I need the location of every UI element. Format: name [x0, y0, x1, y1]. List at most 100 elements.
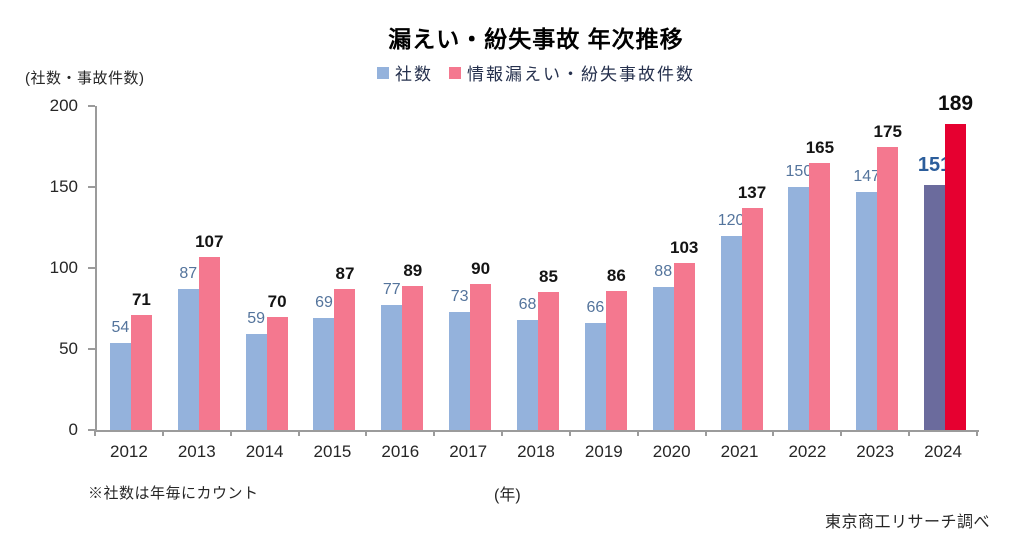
- value-label-2022-incidents: 165: [805, 137, 835, 157]
- bar-2020-companies: [652, 287, 674, 430]
- value-label-2018-companies: 68: [518, 295, 537, 313]
- bar-2019-companies: [584, 323, 606, 430]
- y-tick-mark: [88, 348, 95, 350]
- value-label-2021-companies: 120: [717, 211, 745, 229]
- bar-group-2013: 87 107: [165, 106, 233, 430]
- value-label-2019-incidents: 86: [606, 265, 626, 285]
- bar-2015-incidents: [334, 289, 356, 430]
- value-label-2024-incidents: 189: [938, 91, 974, 115]
- bar-group-2015: 69 87: [301, 106, 369, 430]
- plot-area: 54 71 87 107 59 70 69 87 77 89 73 90 68 85 66 86 88 103 12…: [95, 93, 979, 432]
- x-tick-label-2015: 2015: [313, 442, 352, 461]
- legend-label-companies: 社数: [395, 65, 433, 84]
- x-tick-mark: [94, 430, 96, 436]
- bar-2019-incidents: [605, 290, 627, 430]
- bar-2017-incidents: [470, 284, 492, 430]
- value-label-2018-incidents: 85: [539, 267, 558, 287]
- value-label-2015-companies: 69: [315, 294, 333, 312]
- bar-2013-incidents: [198, 256, 220, 430]
- bar-group-2016: 77 89: [368, 106, 436, 430]
- value-label-2014-incidents: 70: [267, 291, 287, 311]
- y-axis-unit-label: (社数・事故件数): [25, 70, 145, 87]
- bar-2014-companies: [245, 334, 267, 430]
- x-tick-label-2022: 2022: [788, 442, 827, 461]
- y-tick-label-150: 150: [49, 177, 78, 196]
- x-tick-label-2021: 2021: [720, 442, 759, 461]
- bar-2015-companies: [313, 318, 335, 430]
- x-tick-mark: [704, 430, 707, 436]
- value-label-2020-companies: 88: [654, 263, 673, 281]
- value-label-2015-incidents: 87: [335, 264, 355, 284]
- y-tick-mark: [88, 429, 95, 431]
- x-tick-label-2018: 2018: [517, 442, 555, 461]
- bar-group-2021: 120 137: [708, 106, 776, 430]
- value-label-2012-incidents: 71: [131, 289, 151, 309]
- x-tick-mark: [840, 430, 843, 436]
- x-tick-mark: [976, 430, 978, 436]
- y-tick-mark: [88, 105, 95, 107]
- legend-item-companies: 社数: [377, 60, 433, 85]
- x-tick-mark: [433, 430, 436, 436]
- y-tick-label-0: 0: [68, 420, 78, 439]
- x-tick-label-2013: 2013: [177, 442, 216, 461]
- bar-group-2023: 147 175: [843, 106, 911, 430]
- x-tick-label-2020: 2020: [652, 442, 691, 461]
- bar-group-2019: 66 86: [572, 106, 640, 430]
- bar-group-2020: 88 103: [640, 106, 708, 430]
- legend-label-incidents: 情報漏えい・紛失事故件数: [467, 65, 695, 84]
- legend: 社数 情報漏えい・紛失事故件数: [95, 60, 977, 85]
- x-tick-mark: [501, 430, 504, 436]
- y-tick-mark: [88, 186, 95, 188]
- x-tick-label-2012: 2012: [110, 442, 148, 461]
- chart-title: 漏えい・紛失事故 年次推移: [388, 26, 684, 52]
- x-tick-mark: [297, 430, 300, 436]
- bar-2023-incidents: [877, 146, 899, 430]
- x-tick-mark: [908, 430, 911, 436]
- x-tick-label-2016: 2016: [381, 442, 420, 461]
- bar-2022-incidents: [809, 162, 831, 430]
- value-label-2023-incidents: 175: [873, 121, 902, 141]
- bar-group-2018: 68 85: [504, 106, 572, 430]
- bar-2021-companies: [720, 235, 742, 430]
- bar-2017-companies: [449, 311, 471, 430]
- y-tick-label-200: 200: [49, 96, 78, 115]
- x-tick-mark: [161, 430, 164, 436]
- y-tick-mark: [88, 267, 95, 269]
- x-tick-label-2024: 2024: [924, 442, 962, 461]
- bar-2012-companies: [109, 342, 131, 430]
- bar-2018-companies: [516, 319, 538, 430]
- x-tick-label-2017: 2017: [449, 442, 488, 461]
- bar-group-2022: 150 165: [775, 106, 843, 430]
- bar-2014-incidents: [266, 316, 288, 430]
- legend-swatch-incidents-icon: [449, 66, 461, 79]
- x-tick-label-2023: 2023: [856, 442, 895, 461]
- x-tick-label-2014: 2014: [245, 442, 284, 461]
- value-label-2016-companies: 77: [382, 281, 401, 299]
- value-label-2022-companies: 150: [785, 163, 813, 180]
- value-label-2021-incidents: 137: [737, 183, 767, 203]
- bar-2016-companies: [381, 305, 403, 430]
- value-label-2013-incidents: 107: [195, 231, 224, 251]
- value-label-2012-companies: 54: [111, 318, 130, 336]
- bar-2018-incidents: [537, 292, 559, 430]
- x-tick-mark: [568, 430, 571, 436]
- value-label-2023-companies: 147: [853, 167, 881, 185]
- bar-2024-companies: [924, 185, 946, 430]
- bar-group-2024: 151 189: [911, 93, 979, 430]
- x-tick-mark: [229, 430, 232, 436]
- legend-swatch-companies-icon: [377, 66, 389, 79]
- bar-2013-companies: [177, 289, 199, 430]
- x-tick-mark: [636, 430, 639, 436]
- bar-2016-incidents: [402, 285, 424, 430]
- x-tick-mark: [772, 430, 775, 436]
- value-label-2024-companies: 151: [917, 154, 952, 177]
- bar-2021-incidents: [741, 208, 763, 430]
- value-label-2016-incidents: 89: [403, 260, 423, 280]
- bar-2024-incidents: [945, 123, 967, 430]
- bar-2012-incidents: [130, 314, 152, 430]
- y-tick-label-50: 50: [59, 339, 78, 358]
- x-axis-unit-label: (年): [494, 487, 521, 504]
- value-label-2017-incidents: 90: [471, 259, 491, 279]
- x-tick-mark: [365, 430, 368, 436]
